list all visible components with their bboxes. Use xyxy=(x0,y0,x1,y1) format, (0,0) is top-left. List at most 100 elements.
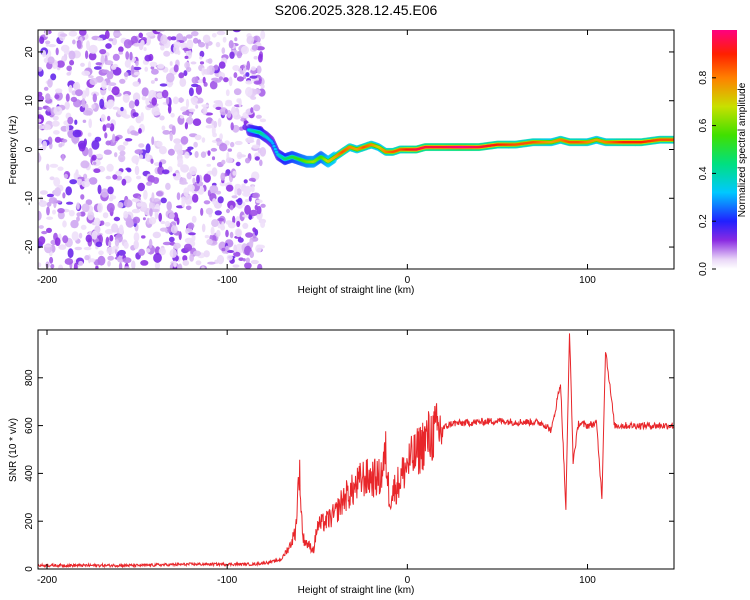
noise-speckle xyxy=(141,87,149,97)
noise-speckle xyxy=(95,265,99,269)
noise-speckle xyxy=(125,51,130,60)
noise-speckle xyxy=(184,55,189,60)
noise-speckle xyxy=(58,143,63,148)
noise-speckle xyxy=(236,76,244,82)
noise-speckle xyxy=(105,123,112,128)
noise-speckle xyxy=(88,44,98,54)
noise-speckle xyxy=(134,165,140,176)
noise-speckle xyxy=(111,89,119,94)
noise-speckle xyxy=(211,156,216,161)
noise-speckle xyxy=(42,140,48,149)
colorbar-tick-label: 0.4 xyxy=(698,166,709,180)
noise-speckle xyxy=(198,41,206,48)
snr-y-label: SNR (10 * v/v) xyxy=(8,418,19,482)
noise-speckle xyxy=(55,47,59,56)
noise-speckle xyxy=(54,187,61,197)
noise-speckle xyxy=(88,75,94,79)
noise-speckle xyxy=(209,80,218,90)
noise-speckle xyxy=(38,118,42,123)
noise-speckle xyxy=(105,175,112,180)
noise-speckle xyxy=(55,88,63,94)
noise-speckle xyxy=(105,43,112,49)
noise-speckle xyxy=(50,264,55,269)
noise-speckle xyxy=(70,219,79,229)
noise-speckle xyxy=(177,97,185,103)
snr-x-tick-label: -100 xyxy=(217,575,237,586)
noise-speckle xyxy=(42,124,51,131)
noise-speckle xyxy=(47,78,53,88)
noise-speckle xyxy=(46,201,52,207)
noise-speckle xyxy=(39,190,48,195)
noise-speckle xyxy=(180,164,190,173)
noise-speckle xyxy=(200,151,207,158)
noise-speckle xyxy=(141,95,147,101)
noise-speckle xyxy=(146,181,153,186)
noise-speckle xyxy=(158,212,162,222)
noise-speckle xyxy=(118,262,123,269)
snr-y-tick-label: 400 xyxy=(24,465,35,482)
noise-speckle xyxy=(191,233,196,242)
noise-speckle xyxy=(196,174,200,184)
noise-speckle xyxy=(130,35,138,46)
noise-speckle xyxy=(202,76,206,84)
noise-speckle xyxy=(249,250,254,259)
noise-speckle xyxy=(62,220,67,228)
noise-speckle xyxy=(250,107,254,114)
noise-speckle xyxy=(106,163,114,172)
noise-speckle xyxy=(221,159,226,165)
noise-speckle xyxy=(201,104,209,108)
noise-speckle xyxy=(217,196,224,204)
noise-speckle xyxy=(122,257,132,264)
noise-speckle xyxy=(45,93,51,101)
noise-speckle xyxy=(245,72,250,77)
noise-speckle xyxy=(205,43,209,50)
noise-speckle xyxy=(58,264,64,269)
noise-speckle xyxy=(194,151,199,158)
noise-speckle xyxy=(75,89,83,97)
noise-speckle xyxy=(117,144,126,152)
noise-speckle xyxy=(73,82,79,90)
spectrogram-x-tick-label: 100 xyxy=(579,275,596,286)
noise-speckle xyxy=(156,141,163,148)
noise-speckle xyxy=(114,239,120,247)
noise-speckle xyxy=(188,113,193,118)
noise-speckle xyxy=(49,176,55,181)
noise-speckle xyxy=(214,79,222,83)
noise-speckle xyxy=(249,239,254,248)
noise-speckle xyxy=(211,219,219,228)
noise-speckle xyxy=(108,241,112,247)
noise-speckle xyxy=(150,80,155,84)
noise-speckle xyxy=(146,248,151,253)
noise-speckle xyxy=(45,261,50,269)
noise-speckle xyxy=(257,263,263,269)
noise-speckle xyxy=(245,232,254,238)
noise-speckle xyxy=(225,89,230,97)
noise-speckle xyxy=(246,139,255,143)
noise-speckle xyxy=(113,32,122,37)
noise-speckle xyxy=(65,93,70,102)
noise-speckle xyxy=(206,66,210,75)
noise-speckle xyxy=(108,99,115,108)
noise-speckle xyxy=(145,97,150,106)
noise-speckle xyxy=(132,208,138,213)
noise-speckle xyxy=(101,80,107,90)
noise-speckle xyxy=(134,149,144,155)
noise-speckle xyxy=(106,246,115,255)
noise-speckle xyxy=(126,168,132,173)
colorbar: 0.0 0.2 0.4 0.6 0.8 Normalized spectral ampl… xyxy=(698,30,748,276)
noise-speckle xyxy=(235,243,244,254)
noise-speckle xyxy=(108,85,112,92)
noise-speckle xyxy=(260,84,265,89)
noise-speckle xyxy=(144,152,150,162)
snr-y-tick-label: 600 xyxy=(24,417,35,434)
noise-speckle xyxy=(38,106,43,111)
noise-speckle xyxy=(131,155,140,164)
noise-speckle xyxy=(62,235,69,244)
noise-speckle xyxy=(181,198,186,208)
noise-speckle xyxy=(212,198,217,205)
noise-speckle xyxy=(232,264,240,268)
noise-speckle xyxy=(38,66,43,72)
noise-speckle xyxy=(136,175,142,180)
noise-speckle xyxy=(212,132,218,138)
noise-speckle xyxy=(83,110,92,116)
